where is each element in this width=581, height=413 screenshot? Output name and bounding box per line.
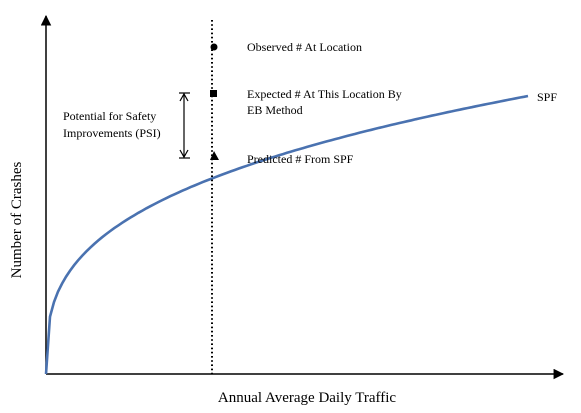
psi-label-line1: Potential for Safety: [63, 109, 156, 123]
predicted-marker: [210, 151, 219, 160]
x-axis-label: Annual Average Daily Traffic: [218, 390, 396, 406]
y-axis-label: Number of Crashes: [9, 162, 25, 279]
psi-arrow-down: [179, 149, 189, 159]
psi-label-line2: Improvements (PSI): [63, 126, 161, 140]
observed-marker: [210, 43, 218, 51]
predicted-label: Predicted # From SPF: [247, 152, 354, 166]
observed-label: Observed # At Location: [247, 40, 362, 54]
psi-arrow-up: [179, 92, 189, 102]
expected-label-line2: EB Method: [247, 103, 303, 117]
spf-label: SPF: [537, 90, 557, 104]
spf-curve: [44, 94, 529, 375]
expected-marker: [210, 90, 217, 97]
expected-label-line1: Expected # At This Location By: [247, 87, 402, 101]
